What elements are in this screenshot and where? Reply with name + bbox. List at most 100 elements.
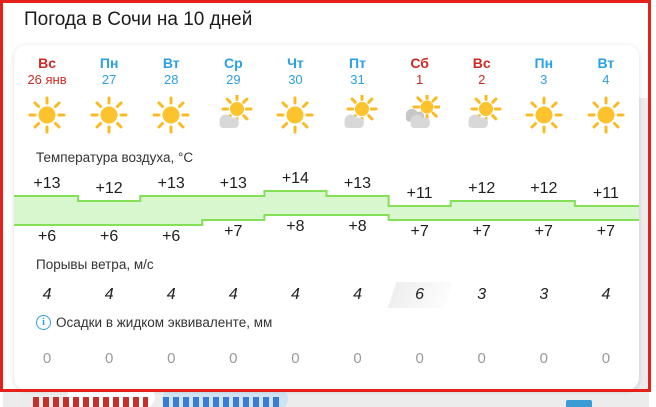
wind-value: 4 [326, 282, 388, 308]
day-abbr: Вс [38, 55, 56, 71]
precip-value: 0 [415, 350, 424, 367]
temp-min-label: +6 [162, 228, 181, 245]
temp-max-label: +12 [468, 180, 496, 197]
precip-section-label-wrap: i Осадки в жидком эквиваленте, мм [36, 315, 272, 330]
temp-min-label: +7 [534, 223, 553, 240]
day-abbr: Пт [349, 55, 366, 71]
wind-value-text: 4 [601, 286, 611, 303]
weather-icon-sun-cloud [326, 95, 388, 135]
day-column-4[interactable]: Ср 29 [202, 55, 264, 88]
temp-max-label: +14 [281, 170, 309, 187]
day-date: 30 [288, 72, 303, 87]
temperature-section-label: Температура воздуха, °C [36, 150, 194, 165]
weather-icon-sun [513, 95, 575, 135]
weather-icon-sun [78, 95, 140, 135]
weather-icon-clouds-sun [389, 95, 451, 135]
precip-value: 0 [42, 350, 52, 367]
wind-value: 4 [264, 282, 326, 308]
temp-min-label: +6 [37, 228, 57, 245]
temperature-band-chart: +13 +6 +12 +6 +13 +6 +13 +7 +14 +8 +13 +8 +11 +7 +12 +7… [14, 163, 639, 257]
weather-icon-sun [264, 95, 326, 135]
day-column-7[interactable]: Сб 1 [389, 55, 451, 88]
precip-value: 0 [353, 350, 362, 367]
day-column-8[interactable]: Вс 2 [451, 55, 513, 88]
day-column-9[interactable]: Пн 3 [513, 55, 575, 88]
weather-icon-sun [16, 95, 78, 135]
temp-min-label: +6 [99, 228, 119, 245]
wind-value: 4 [16, 282, 78, 308]
wind-section-label: Порывы ветра, м/с [36, 257, 154, 272]
temp-min-label: +7 [472, 223, 491, 240]
day-abbr: Чт [287, 55, 304, 71]
day-date: 29 [226, 72, 241, 87]
day-abbr: Ср [223, 55, 243, 71]
precip-section-label: Осадки в жидком эквиваленте, мм [56, 315, 273, 330]
wind-value-text: 4 [228, 286, 238, 303]
day-header-row: Вс 26 янв Пн 27 Вт 28 Ср 29 Чт 30 Пт 31 Сб 1 Вс 2 Пн 3 Вт 4 [16, 55, 637, 88]
wind-values-row: 4 4 4 4 4 4 6 3 3 4 [16, 282, 637, 308]
wind-value: 6 [387, 282, 452, 308]
wind-value-text: 3 [539, 286, 549, 303]
cutoff-link-fragment-blue[interactable] [163, 397, 281, 407]
weather-icon-sun [575, 95, 637, 135]
wind-value-text: 4 [42, 286, 52, 303]
day-abbr: Вт [162, 55, 180, 71]
day-date: 28 [164, 72, 179, 87]
wind-value: 3 [513, 282, 575, 308]
cutoff-icon-fragment[interactable] [566, 400, 592, 407]
info-icon[interactable]: i [36, 315, 51, 330]
temp-max-label: +12 [95, 180, 123, 197]
day-date: 4 [602, 72, 610, 87]
day-date: 1 [415, 72, 424, 87]
weather-icon-sun-cloud [451, 95, 513, 135]
temp-max-label: +12 [530, 180, 558, 197]
temp-max-label: +11 [592, 185, 619, 202]
temp-min-label: +7 [224, 223, 243, 240]
temp-max-label: +11 [406, 185, 433, 202]
temp-min-label: +8 [286, 218, 305, 235]
precip-value: 0 [539, 350, 548, 367]
temp-max-label: +13 [343, 175, 372, 192]
day-date: 26 янв [27, 72, 67, 87]
temp-min-label: +7 [410, 223, 429, 240]
wind-value: 4 [140, 282, 202, 308]
day-column-10[interactable]: Вт 4 [575, 55, 637, 88]
wind-value: 4 [575, 282, 637, 308]
forecast-card: Вс 26 янв Пн 27 Вт 28 Ср 29 Чт 30 Пт 31 Сб 1 Вс 2 Пн 3 Вт 4… [14, 45, 639, 390]
day-column-2[interactable]: Пн 27 [78, 55, 140, 88]
day-abbr: Вс [472, 55, 491, 71]
precip-values-row: 0 0 0 0 0 0 0 0 0 0 [16, 350, 637, 367]
temp-max-label: +13 [33, 175, 61, 192]
wind-value: 3 [451, 282, 513, 308]
day-date: 2 [478, 72, 486, 87]
precip-value: 0 [291, 350, 300, 367]
temp-max-label: +13 [219, 175, 247, 192]
precip-value: 0 [104, 350, 114, 367]
weather-icon-sun-cloud [202, 95, 264, 135]
weather-icons-row [16, 95, 637, 135]
weather-icon-sun [140, 95, 202, 135]
day-column-6[interactable]: Пт 31 [326, 55, 388, 88]
precip-value: 0 [477, 350, 486, 367]
wind-value-text: 4 [166, 286, 176, 303]
day-abbr: Пн [534, 55, 554, 71]
day-column-1[interactable]: Вс 26 янв [16, 55, 78, 88]
wind-value-text: 4 [104, 286, 114, 303]
wind-value-text: 3 [477, 286, 487, 303]
temp-min-label: +7 [596, 223, 616, 240]
day-abbr: Сб [410, 55, 429, 71]
wind-value-text: 4 [290, 286, 300, 303]
precip-value: 0 [229, 350, 238, 367]
day-date: 3 [540, 72, 548, 87]
wind-value: 4 [202, 282, 264, 308]
precip-value: 0 [167, 350, 176, 367]
day-abbr: Вт [597, 55, 615, 71]
wind-value: 4 [78, 282, 140, 308]
cutoff-link-fragment-red[interactable] [33, 397, 148, 407]
day-column-3[interactable]: Вт 28 [140, 55, 202, 88]
wind-value-text: 6 [415, 286, 425, 303]
temp-max-label: +13 [157, 175, 185, 192]
day-column-5[interactable]: Чт 30 [264, 55, 326, 88]
temp-min-label: +8 [348, 218, 367, 235]
